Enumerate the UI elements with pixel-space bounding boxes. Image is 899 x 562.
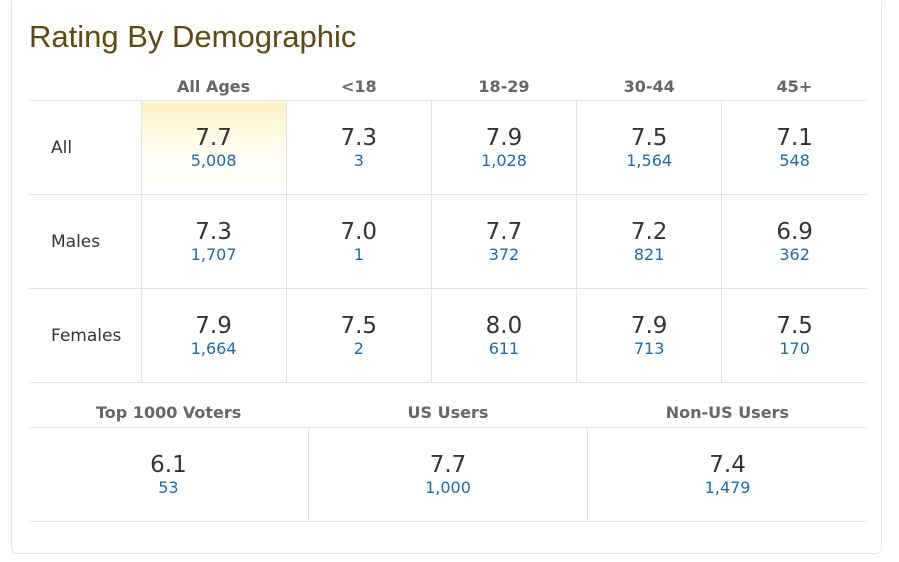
rating-cell: 8.0 611 <box>430 288 577 383</box>
age-header-row: All Ages <18 18-29 30-44 45+ <box>29 72 867 101</box>
rating-value: 7.9 <box>630 312 668 339</box>
rating-value: 7.0 <box>340 218 378 245</box>
group-header-non-us-users: Non-US Users <box>587 398 867 428</box>
rating-cell: 7.2 821 <box>576 194 722 289</box>
vote-count-link[interactable]: 372 <box>488 244 520 264</box>
table-row-females: Females 7.9 1,664 7.5 2 8.0 611 7.9 713 … <box>29 288 867 383</box>
vote-count-link[interactable]: 1,479 <box>704 477 751 497</box>
rating-cell: 6.1 53 <box>29 427 309 522</box>
rating-value: 7.3 <box>195 218 232 245</box>
vote-count-link[interactable]: 821 <box>633 244 665 264</box>
rating-value: 7.4 <box>709 451 746 478</box>
table-row-males: Males 7.3 1,707 7.0 1 7.7 372 7.2 821 6.… <box>29 194 867 289</box>
rating-value: 7.7 <box>485 218 523 245</box>
age-header-18-29: 18-29 <box>431 72 577 101</box>
rating-value: 7.7 <box>429 451 467 478</box>
rating-cell: 7.9 1,664 <box>140 288 287 383</box>
vote-count-link[interactable]: 1,564 <box>626 150 673 170</box>
rating-value: 7.7 <box>195 124 232 151</box>
group-row: 6.1 53 7.7 1,000 7.4 1,479 <box>29 427 867 522</box>
vote-count-link[interactable]: 362 <box>779 244 810 264</box>
group-header-row: Top 1000 Voters US Users Non-US Users <box>29 398 867 428</box>
rating-cell: 7.7 1,000 <box>307 427 588 522</box>
vote-count-link[interactable]: 5,008 <box>190 150 237 170</box>
table-row-all: All 7.7 5,008 7.3 3 7.9 1,028 7.5 1,564 … <box>29 100 867 195</box>
demographic-table: All Ages <18 18-29 30-44 45+ All 7.7 5,0… <box>29 72 867 383</box>
vote-count-link[interactable]: 1 <box>353 244 364 264</box>
group-header-top-1000: Top 1000 Voters <box>29 398 309 428</box>
age-header-all-ages: All Ages <box>141 72 287 101</box>
voter-group-table: Top 1000 Voters US Users Non-US Users 6.… <box>29 398 867 522</box>
rating-cell: 7.0 1 <box>285 194 432 289</box>
rating-value: 6.9 <box>776 218 813 245</box>
rating-value: 6.1 <box>150 451 187 478</box>
corner-cell <box>29 72 141 101</box>
vote-count-link[interactable]: 53 <box>158 477 179 497</box>
row-label-females: Females <box>29 288 141 383</box>
age-header-30-44: 30-44 <box>576 72 722 101</box>
vote-count-link[interactable]: 1,000 <box>425 477 471 497</box>
vote-count-link[interactable]: 2 <box>353 338 364 358</box>
rating-value: 7.3 <box>340 124 378 151</box>
rating-value: 8.0 <box>485 312 523 339</box>
rating-value: 7.5 <box>776 312 813 339</box>
rating-cell: 7.5 2 <box>285 288 432 383</box>
vote-count-link[interactable]: 611 <box>488 338 520 358</box>
rating-cell: 7.9 1,028 <box>430 100 577 195</box>
rating-cell: 6.9 362 <box>721 194 867 289</box>
rating-cell: 7.4 1,479 <box>587 427 867 522</box>
rating-cell: 7.5 170 <box>721 288 867 383</box>
rating-value: 7.5 <box>340 312 378 339</box>
rating-cell: 7.7 372 <box>430 194 577 289</box>
age-header-under-18: <18 <box>286 72 432 101</box>
rating-cell: 7.9 713 <box>576 288 722 383</box>
row-label-males: Males <box>29 194 141 289</box>
rating-cell: 7.7 5,008 <box>140 100 287 195</box>
age-header-45-plus: 45+ <box>721 72 867 101</box>
row-label-all: All <box>29 100 141 195</box>
group-header-us-users: US Users <box>308 398 588 428</box>
vote-count-link[interactable]: 3 <box>353 150 364 170</box>
vote-count-link[interactable]: 1,664 <box>190 338 237 358</box>
vote-count-link[interactable]: 1,707 <box>190 244 237 264</box>
rating-value: 7.9 <box>195 312 232 339</box>
vote-count-link[interactable]: 548 <box>779 150 810 170</box>
rating-value: 7.1 <box>776 124 813 151</box>
rating-cell: 7.1 548 <box>721 100 867 195</box>
page-title: Rating By Demographic <box>29 19 357 54</box>
vote-count-link[interactable]: 170 <box>779 338 810 358</box>
rating-cell: 7.3 1,707 <box>140 194 287 289</box>
vote-count-link[interactable]: 713 <box>633 338 665 358</box>
rating-value: 7.2 <box>630 218 668 245</box>
rating-value: 7.5 <box>630 124 668 151</box>
rating-cell: 7.5 1,564 <box>576 100 722 195</box>
rating-value: 7.9 <box>485 124 523 151</box>
vote-count-link[interactable]: 1,028 <box>481 150 527 170</box>
rating-cell: 7.3 3 <box>285 100 432 195</box>
